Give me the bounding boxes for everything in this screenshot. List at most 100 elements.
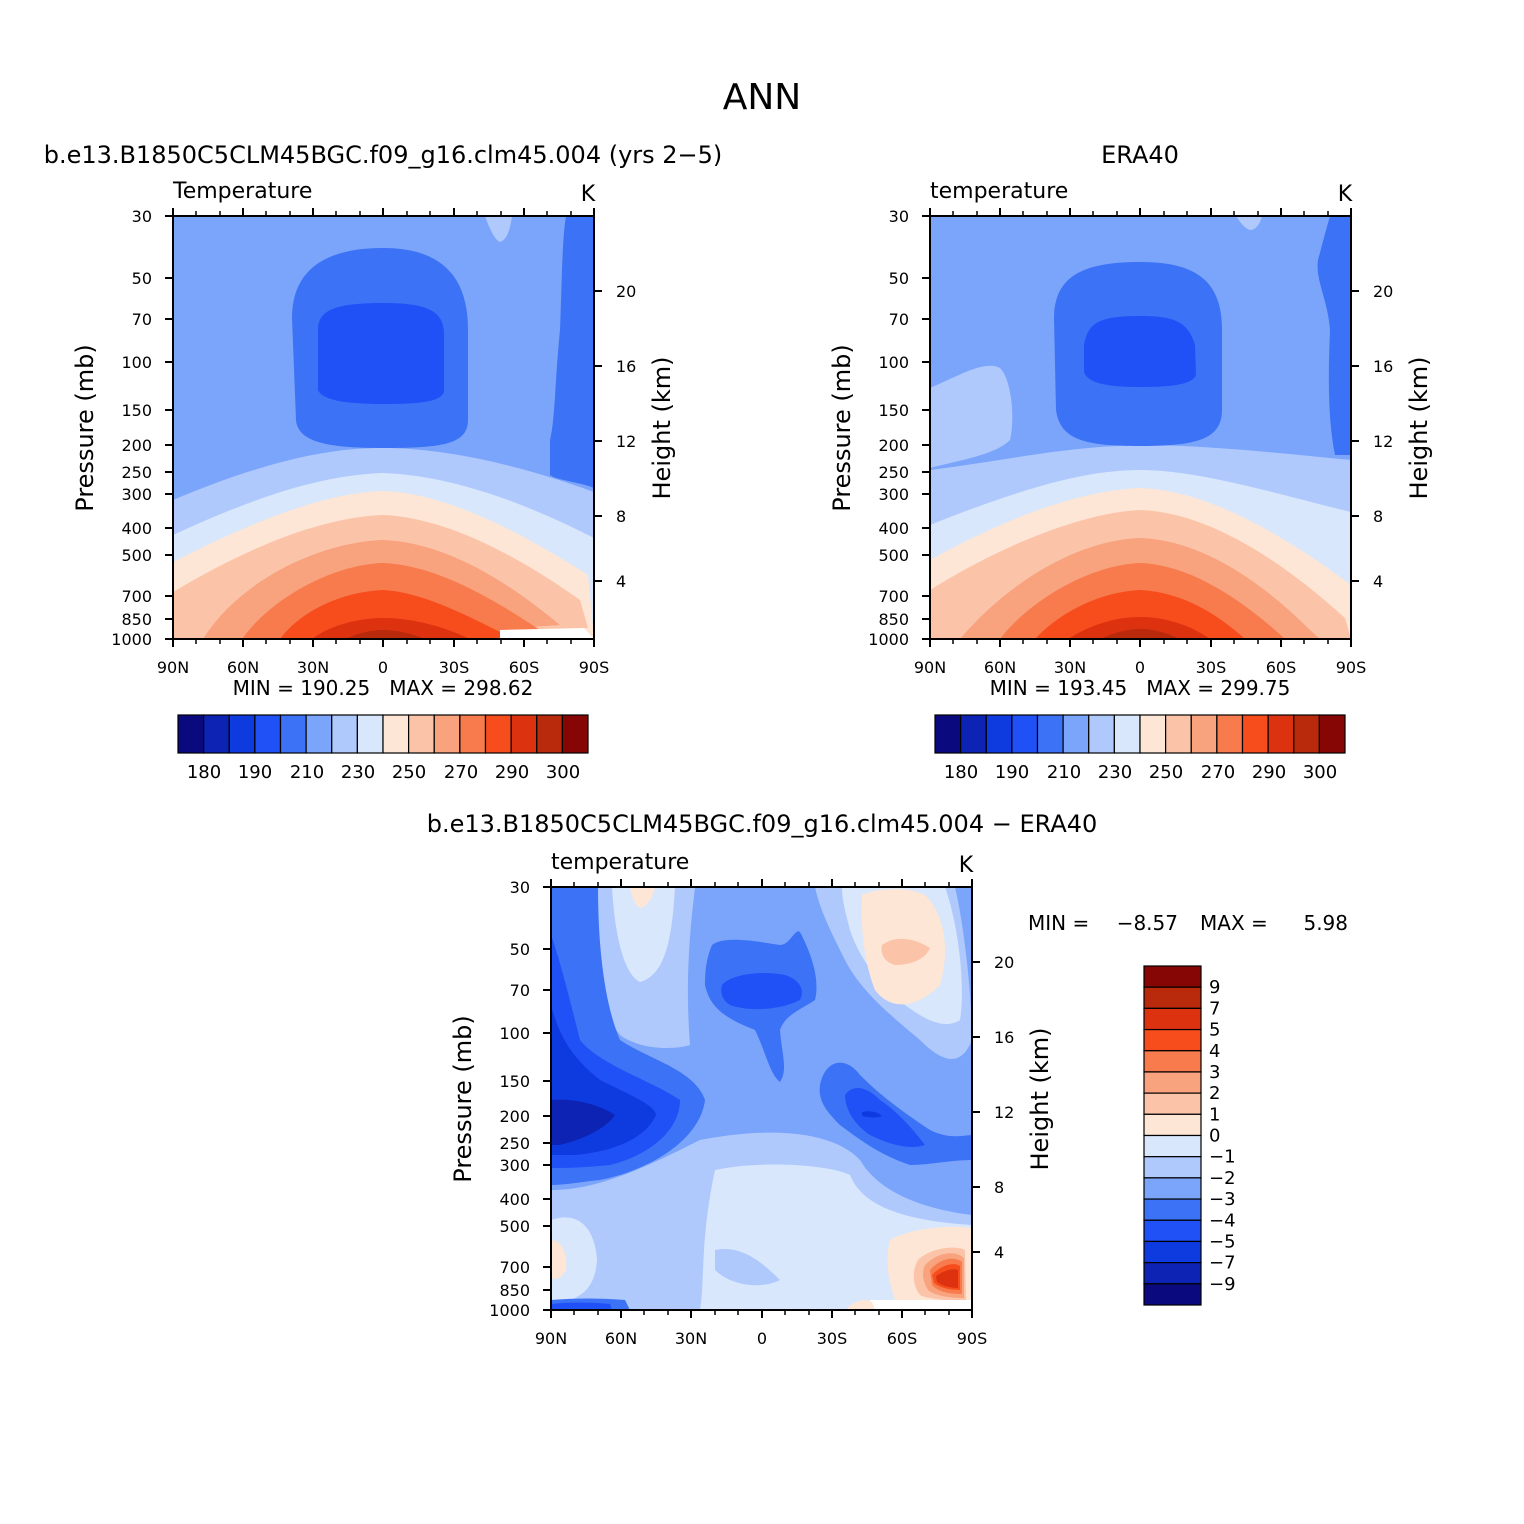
y-tick-label: 100 xyxy=(878,353,909,372)
y-tick-label: 70 xyxy=(889,310,909,329)
colorbar-box xyxy=(459,714,487,754)
x-tick-labels: 90N 60N 30N 0 30S 60S 90S xyxy=(535,1329,987,1348)
contour-level-290-295 xyxy=(1068,617,1210,639)
colorbar-box xyxy=(1143,1007,1202,1031)
colorbar-box xyxy=(1036,714,1064,754)
units-label: K xyxy=(581,182,596,207)
y-tick-labels: 30 50 70 100 150 200 250 300 400 500 700… xyxy=(868,207,909,649)
y2-tick-labels: 20 16 12 8 4 xyxy=(994,953,1014,1262)
colorbar-label: 2 xyxy=(1209,1083,1220,1104)
contour-tropopause-inner xyxy=(1084,316,1196,387)
contour-level-0-minus1 xyxy=(551,1217,597,1305)
y-tick-label: 50 xyxy=(510,940,530,959)
y-tick-label: 500 xyxy=(121,546,152,565)
min-value: −8.57 xyxy=(1117,911,1178,935)
y2-tick-label: 20 xyxy=(1373,282,1393,301)
contour-level-minus9-minus7 xyxy=(551,1099,615,1145)
contour-top-lobe xyxy=(485,216,512,242)
colorbar-box xyxy=(433,714,461,754)
colorbar-box xyxy=(1143,1113,1202,1137)
x-tick-label: 90S xyxy=(1336,658,1367,677)
y-tick-label: 250 xyxy=(499,1134,530,1153)
x-tick-label: 90N xyxy=(157,658,189,677)
y-tick-label: 250 xyxy=(878,463,909,482)
y-tick-label: 100 xyxy=(499,1024,530,1043)
contour-level-minus1-minus2 xyxy=(715,1249,780,1286)
colorbar-label: 3 xyxy=(1209,1062,1220,1083)
x-tick-label: 0 xyxy=(1135,658,1145,677)
colorbar-box xyxy=(356,714,384,754)
x-tick-label: 0 xyxy=(757,1329,767,1348)
colorbar-label: −3 xyxy=(1209,1189,1236,1210)
y-tick-label: 1000 xyxy=(489,1301,530,1320)
y2-tick-label: 20 xyxy=(994,953,1014,972)
y-tick-label: 30 xyxy=(889,207,909,226)
colorbar-label: 290 xyxy=(1252,762,1286,783)
max-value: 5.98 xyxy=(1303,911,1348,935)
colorbar-box xyxy=(561,714,589,754)
colorbar-box xyxy=(1190,714,1218,754)
colorbar-box xyxy=(1088,714,1115,754)
x-tick-label: 60N xyxy=(605,1329,637,1348)
x-tick-label: 0 xyxy=(378,658,388,677)
panel-difference: b.e13.B1850C5CLM45BGC.f09_g16.clm45.004 … xyxy=(427,810,1348,1348)
y-tick-label: 700 xyxy=(499,1258,530,1277)
y-tick-labels: 30 50 70 100 150 200 250 300 400 500 700… xyxy=(489,878,530,1320)
colorbar-box xyxy=(1143,986,1202,1009)
colorbar-label: 9 xyxy=(1209,977,1220,998)
y-tick-label: 1000 xyxy=(111,630,152,649)
colorbar-label: 300 xyxy=(546,762,580,783)
colorbar-box xyxy=(382,714,410,754)
colorbar-box xyxy=(1293,714,1320,754)
colorbar-labels: 180 190 210 230 250 270 290 300 xyxy=(187,762,580,783)
colorbar-label: 190 xyxy=(238,762,272,783)
contour-level-0-plus1 xyxy=(551,1240,567,1280)
x-tick-label: 30N xyxy=(675,1329,707,1348)
contour-level-minus5-minus4 xyxy=(721,973,802,1010)
colorbar-box xyxy=(1011,714,1039,754)
colorbar-label: 4 xyxy=(1209,1041,1220,1062)
y-tick-label: 500 xyxy=(878,546,909,565)
colorbar-box xyxy=(985,714,1013,754)
plot-frame xyxy=(165,208,602,647)
y-tick-label: 300 xyxy=(878,485,909,504)
colorbar-box xyxy=(408,714,435,754)
y-tick-label: 300 xyxy=(499,1156,530,1175)
y-tick-label: 150 xyxy=(121,401,152,420)
colorbar xyxy=(177,714,589,754)
panel-title: b.e13.B1850C5CLM45BGC.f09_g16.clm45.004 … xyxy=(427,810,1098,838)
colorbar-box xyxy=(1143,1177,1202,1200)
y-tick-label: 200 xyxy=(121,436,152,455)
plot-frame xyxy=(922,208,1359,647)
colorbar-box xyxy=(331,714,358,754)
y-tick-label: 400 xyxy=(878,519,909,538)
contour-level-minus7-minus5 xyxy=(862,1111,882,1118)
contour-top-lobe xyxy=(1236,216,1262,230)
contour-level-230-240-arctic xyxy=(930,365,1013,468)
contour-south-pole-strat xyxy=(550,216,594,488)
colorbar-label: 5 xyxy=(1209,1020,1220,1041)
variable-label: Temperature xyxy=(172,179,312,204)
colorbar-label: 290 xyxy=(495,762,529,783)
x-tick-label: 90S xyxy=(579,658,610,677)
contour-level-285-290 xyxy=(1035,590,1245,639)
contour-tropopause-inner xyxy=(318,303,444,404)
y2-tick-label: 12 xyxy=(994,1103,1014,1122)
colorbar-box xyxy=(934,714,962,754)
colorbar-label: −2 xyxy=(1209,1168,1236,1189)
colorbar-label: 250 xyxy=(392,762,426,783)
y-tick-label: 700 xyxy=(878,587,909,606)
colorbar-label: 210 xyxy=(290,762,324,783)
colorbar-label: −7 xyxy=(1209,1253,1236,1274)
colorbar-box xyxy=(536,714,563,754)
panel-obs: ERA40 temperature K xyxy=(828,141,1433,783)
y2-tick-label: 20 xyxy=(616,282,636,301)
contour-field xyxy=(551,887,972,1310)
x-tick-label: 60S xyxy=(509,658,540,677)
plot-frame xyxy=(543,879,980,1318)
y-tick-label: 400 xyxy=(121,519,152,538)
min-max-stats: MIN = −8.57 MAX = 5.98 xyxy=(1028,911,1348,935)
y-tick-label: 200 xyxy=(499,1107,530,1126)
x-tick-label: 30N xyxy=(1054,658,1086,677)
y2-tick-label: 12 xyxy=(616,432,636,451)
